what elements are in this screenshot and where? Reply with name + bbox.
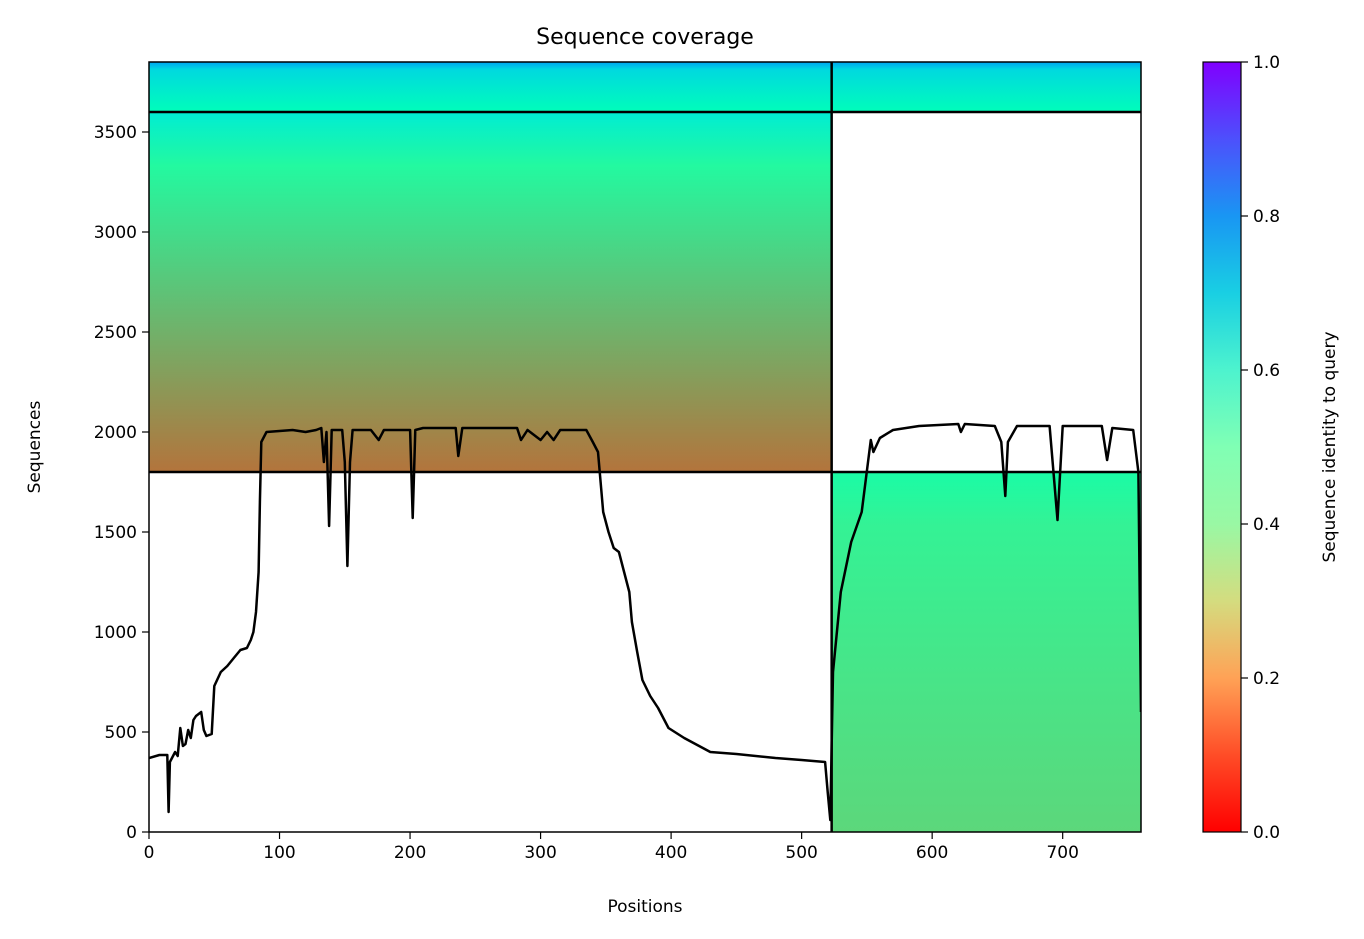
x-tick-label: 700 <box>1046 843 1078 863</box>
y-tick-label: 2500 <box>94 323 137 343</box>
y-tick-label: 3500 <box>94 123 137 143</box>
y-tick-label: 0 <box>126 823 137 843</box>
coverage-line <box>149 422 1141 822</box>
colorbar-tick-label: 0.4 <box>1253 515 1280 535</box>
colorbar-tick-label: 0.0 <box>1253 823 1280 843</box>
colorbar-tick-label: 0.8 <box>1253 207 1280 227</box>
coverage-blocks <box>149 62 1141 832</box>
chart-title: Sequence coverage <box>536 25 754 50</box>
colorbar-tick-label: 0.2 <box>1253 669 1280 689</box>
colorbar-ticks: 0.0 0.2 0.4 0.6 0.8 1.0 <box>1241 53 1280 843</box>
y-tick-label: 1000 <box>94 623 137 643</box>
y-axis-ticks: 0 500 1000 1500 2000 2500 3000 3500 <box>94 123 149 843</box>
coverage-block <box>149 112 832 472</box>
y-tick-label: 3000 <box>94 223 137 243</box>
colorbar-tick-label: 1.0 <box>1253 53 1280 73</box>
y-tick-label: 2000 <box>94 423 137 443</box>
x-tick-label: 0 <box>144 843 155 863</box>
x-tick-label: 400 <box>655 843 687 863</box>
colorbar-tick-label: 0.6 <box>1253 361 1280 381</box>
colorbar-label: Sequence identity to query <box>1320 331 1340 562</box>
x-tick-label: 100 <box>263 843 295 863</box>
x-axis-label: Positions <box>607 897 682 917</box>
x-tick-label: 500 <box>785 843 817 863</box>
colorbar <box>1202 61 1242 833</box>
plot-frame <box>148 61 1142 833</box>
y-tick-label: 1500 <box>94 523 137 543</box>
x-tick-label: 300 <box>524 843 556 863</box>
y-tick-label: 500 <box>105 723 137 743</box>
coverage-line-layer <box>149 422 1141 822</box>
x-tick-label: 600 <box>916 843 948 863</box>
coverage-block <box>149 62 1141 112</box>
coverage-block <box>831 472 1141 832</box>
x-axis-ticks: 0 100 200 300 400 500 600 700 <box>144 832 1079 863</box>
x-tick-label: 200 <box>394 843 426 863</box>
y-axis-label: Sequences <box>25 401 45 494</box>
